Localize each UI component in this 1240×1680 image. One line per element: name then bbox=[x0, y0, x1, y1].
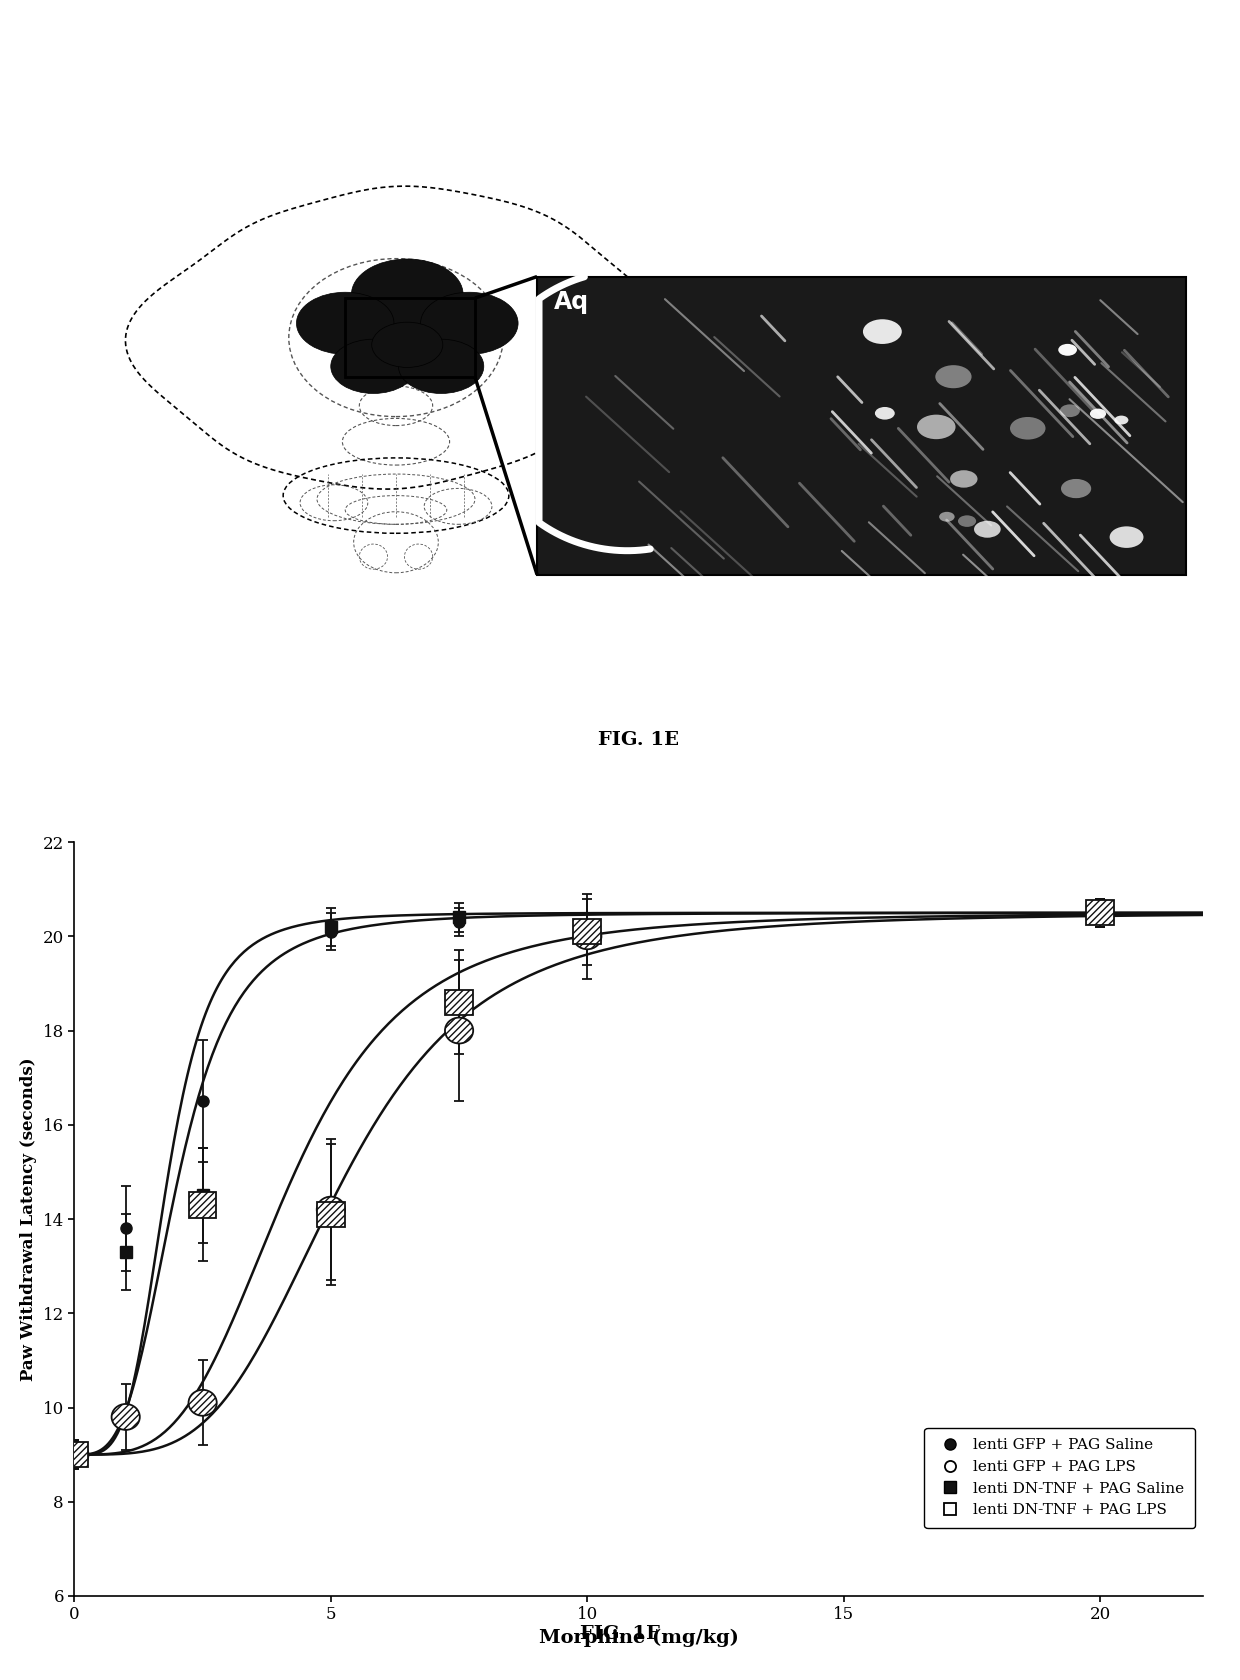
Circle shape bbox=[918, 415, 956, 438]
Circle shape bbox=[331, 339, 417, 393]
Circle shape bbox=[296, 292, 394, 354]
Bar bbox=[1086, 900, 1114, 926]
Ellipse shape bbox=[112, 1404, 140, 1430]
Y-axis label: Paw Withdrawal Latency (seconds): Paw Withdrawal Latency (seconds) bbox=[20, 1057, 37, 1381]
Bar bbox=[317, 1201, 345, 1226]
Bar bbox=[188, 1193, 217, 1218]
Bar bbox=[345, 297, 475, 376]
Ellipse shape bbox=[445, 1018, 474, 1043]
Bar bbox=[61, 1441, 88, 1467]
Ellipse shape bbox=[61, 1441, 88, 1468]
Ellipse shape bbox=[188, 1389, 217, 1416]
Circle shape bbox=[351, 259, 463, 329]
Circle shape bbox=[950, 470, 977, 487]
Circle shape bbox=[935, 365, 972, 388]
Circle shape bbox=[398, 339, 484, 393]
Circle shape bbox=[875, 407, 895, 420]
Circle shape bbox=[1115, 415, 1128, 425]
Bar bbox=[537, 277, 1185, 575]
Ellipse shape bbox=[573, 924, 601, 949]
Circle shape bbox=[420, 292, 518, 354]
Circle shape bbox=[973, 521, 1001, 538]
Legend: lenti GFP + PAG Saline, lenti GFP + PAG LPS, lenti DN-TNF + PAG Saline, lenti DN: lenti GFP + PAG Saline, lenti GFP + PAG … bbox=[925, 1428, 1195, 1529]
Text: FIG. 1F: FIG. 1F bbox=[580, 1625, 660, 1643]
Ellipse shape bbox=[316, 1196, 345, 1223]
Circle shape bbox=[1060, 405, 1080, 417]
Circle shape bbox=[939, 512, 955, 522]
Bar bbox=[573, 919, 601, 944]
Circle shape bbox=[1110, 526, 1143, 548]
Circle shape bbox=[1011, 417, 1045, 440]
Circle shape bbox=[959, 516, 976, 528]
Text: Aq: Aq bbox=[554, 289, 589, 314]
Circle shape bbox=[1090, 408, 1106, 418]
Bar bbox=[445, 990, 472, 1015]
Text: FIG. 1E: FIG. 1E bbox=[598, 731, 680, 749]
Circle shape bbox=[863, 319, 901, 344]
Circle shape bbox=[1058, 344, 1078, 356]
X-axis label: Morphine (mg/kg): Morphine (mg/kg) bbox=[538, 1630, 739, 1646]
Circle shape bbox=[372, 323, 443, 368]
Circle shape bbox=[1061, 479, 1091, 499]
